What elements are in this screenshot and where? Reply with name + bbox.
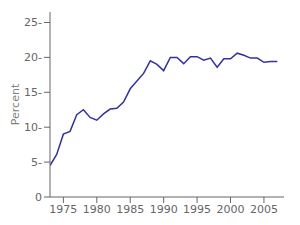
svg-text:1975: 1975: [49, 203, 77, 216]
svg-text:1980: 1980: [83, 203, 111, 216]
svg-text:10-: 10-: [24, 121, 42, 134]
svg-text:Percent: Percent: [9, 83, 22, 125]
svg-text:5-: 5-: [31, 156, 42, 169]
svg-text:1995: 1995: [183, 203, 211, 216]
svg-text:20-: 20-: [24, 51, 42, 64]
svg-text:1990: 1990: [150, 203, 178, 216]
svg-text:2005: 2005: [250, 203, 278, 216]
svg-text:25-: 25-: [24, 16, 42, 29]
svg-text:0: 0: [35, 191, 42, 204]
svg-text:2000: 2000: [217, 203, 245, 216]
svg-text:15-: 15-: [24, 86, 42, 99]
svg-text:1985: 1985: [116, 203, 144, 216]
